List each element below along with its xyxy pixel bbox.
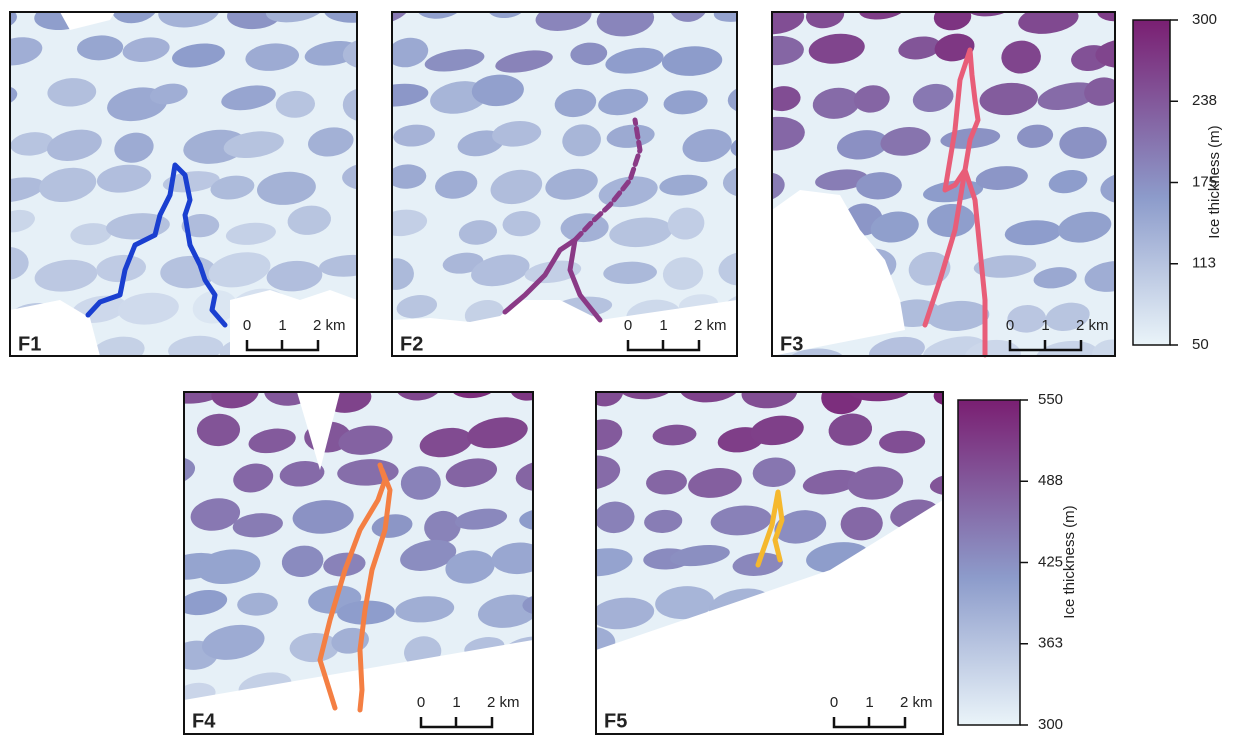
colorbar-tick-label: 113 — [1192, 255, 1216, 272]
colorbar-tick-label: 363 — [1038, 635, 1063, 652]
scale-label: 0 — [1006, 317, 1014, 334]
scale-label: 1 — [1041, 317, 1049, 334]
colorbar-tick-label: 238 — [1192, 92, 1217, 109]
colorbar-tick-label: 300 — [1192, 11, 1217, 28]
colorbar-tick-label: 175 — [1192, 173, 1217, 190]
colorbar — [958, 400, 1020, 725]
thickness-cell — [542, 682, 582, 709]
colorbar-tick-label: 425 — [1038, 553, 1063, 570]
scale-label: 2 km — [487, 694, 520, 711]
scale-label: 1 — [659, 317, 667, 334]
scale-label: 2 km — [900, 694, 933, 711]
scale-label: 2 km — [1076, 317, 1109, 334]
colorbar-title: Ice thickness (m) — [1061, 505, 1078, 618]
panel-label: F2 — [400, 333, 423, 355]
scale-label: 2 km — [694, 317, 727, 334]
scale-label: 0 — [417, 694, 425, 711]
panel-label: F5 — [604, 710, 627, 732]
colorbar-tick-label: 50 — [1192, 336, 1209, 353]
figure: Ice thickness (m) Ice thickness (m) F101… — [0, 0, 1259, 738]
thickness-cell — [540, 423, 581, 456]
panel-label: F3 — [780, 333, 803, 355]
panel-label: F4 — [192, 710, 216, 732]
colorbar-tick-label: 550 — [1038, 391, 1063, 408]
scale-label: 0 — [830, 694, 838, 711]
scale-label: 0 — [624, 317, 632, 334]
scale-label: 2 km — [313, 317, 346, 334]
colorbar-tick-label: 300 — [1038, 716, 1063, 733]
scale-label: 0 — [243, 317, 251, 334]
scale-label: 1 — [865, 694, 873, 711]
scale-label: 1 — [278, 317, 286, 334]
scale-label: 1 — [452, 694, 460, 711]
colorbar-tick-label: 488 — [1038, 472, 1063, 489]
colorbar — [1133, 20, 1170, 345]
panel-label: F1 — [18, 333, 41, 355]
